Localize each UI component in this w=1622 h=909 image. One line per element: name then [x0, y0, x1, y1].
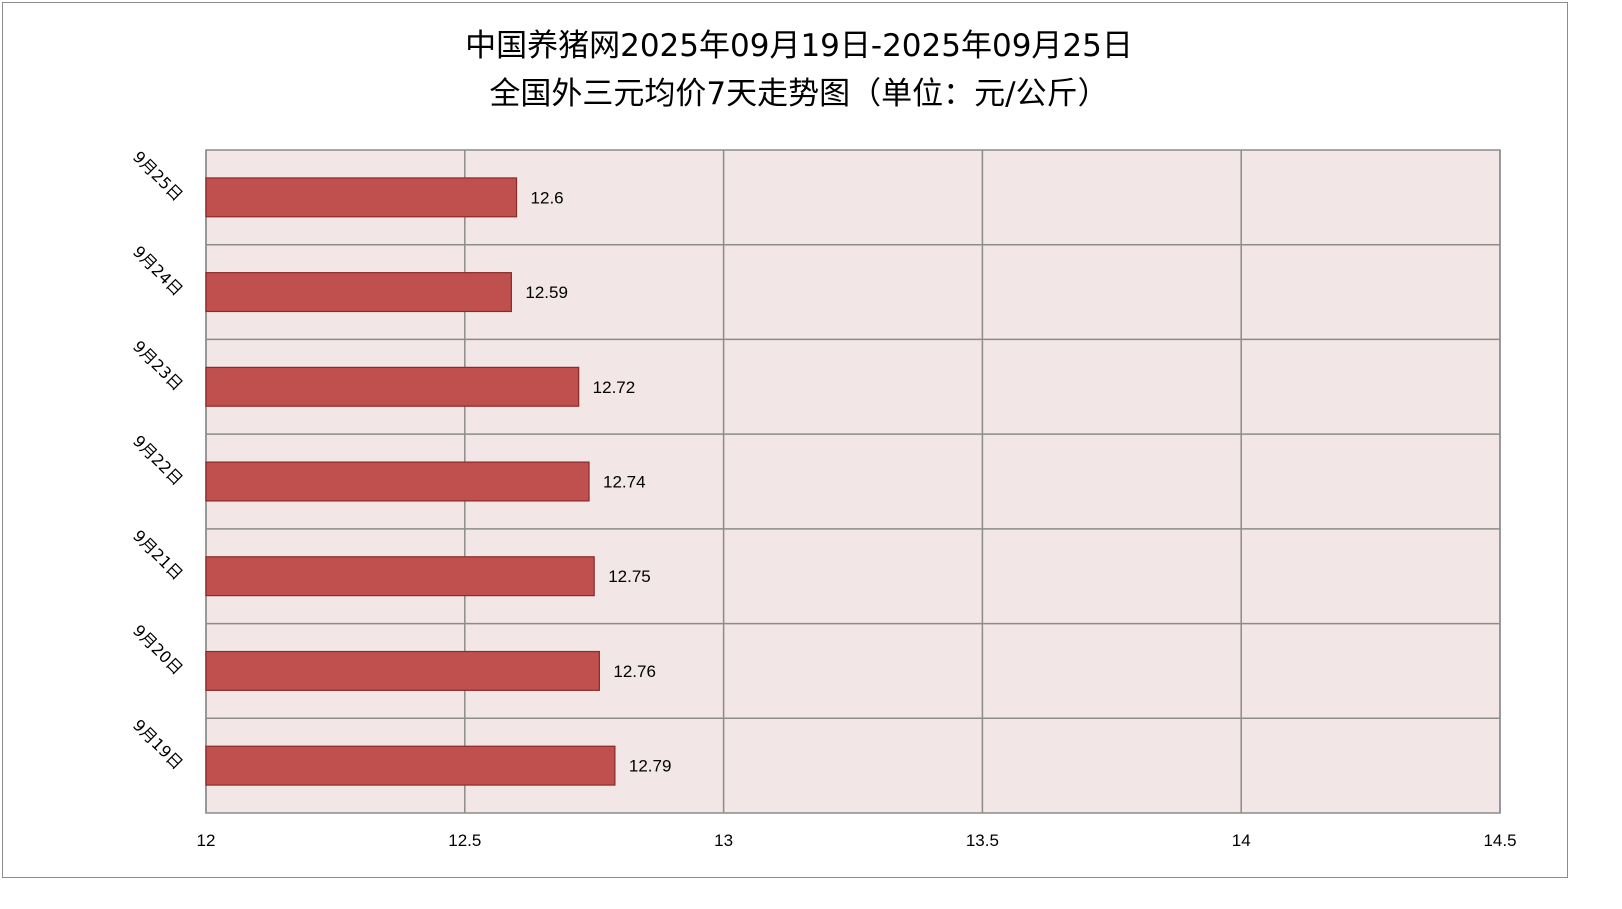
bar	[205, 366, 580, 407]
x-tick-label: 13	[714, 831, 733, 850]
chart-title-line-1: 中国养猪网2025年09月19日-2025年09月25日	[465, 28, 1133, 64]
category-label: 9月25日	[129, 147, 187, 205]
x-tick-label: 12.5	[448, 831, 481, 850]
data-label: 12.76	[613, 662, 656, 681]
bar	[205, 556, 595, 597]
data-label: 12.75	[608, 567, 651, 586]
x-tick-label: 12	[197, 831, 216, 850]
data-labels: 12.6 12.59 12.72 12.74 12.75 12.76 12.79	[525, 188, 671, 775]
data-label: 12.6	[531, 188, 564, 207]
category-label: 9月22日	[129, 431, 187, 489]
data-label: 12.59	[525, 283, 568, 302]
data-label: 12.79	[629, 757, 672, 776]
data-label: 12.72	[593, 378, 636, 397]
category-label: 9月23日	[129, 337, 187, 395]
x-tick-label: 14	[1232, 831, 1251, 850]
x-tick-label: 14.5	[1483, 831, 1516, 850]
grid-lines	[205, 150, 1501, 813]
chart-title: 中国养猪网2025年09月19日-2025年09月25日 全国外三元均价7天走势…	[0, 22, 1598, 118]
category-label: 9月20日	[129, 621, 187, 679]
bar	[205, 272, 512, 313]
bar	[205, 745, 616, 786]
category-label: 9月24日	[129, 242, 187, 300]
value-axis: 12 12.5 13 13.5 14 14.5	[197, 831, 1517, 850]
x-tick-label: 13.5	[966, 831, 999, 850]
chart-title-line-2: 全国外三元均价7天走势图（单位：元/公斤）	[489, 76, 1109, 112]
bar	[205, 650, 600, 691]
data-label: 12.74	[603, 473, 646, 492]
category-label: 9月21日	[129, 526, 187, 584]
category-axis: 9月25日 9月24日 9月23日 9月22日 9月21日 9月20日 9月19日	[129, 147, 187, 773]
bar	[205, 177, 518, 218]
bar	[205, 461, 590, 502]
category-label: 9月19日	[129, 716, 187, 774]
bars	[205, 177, 616, 786]
